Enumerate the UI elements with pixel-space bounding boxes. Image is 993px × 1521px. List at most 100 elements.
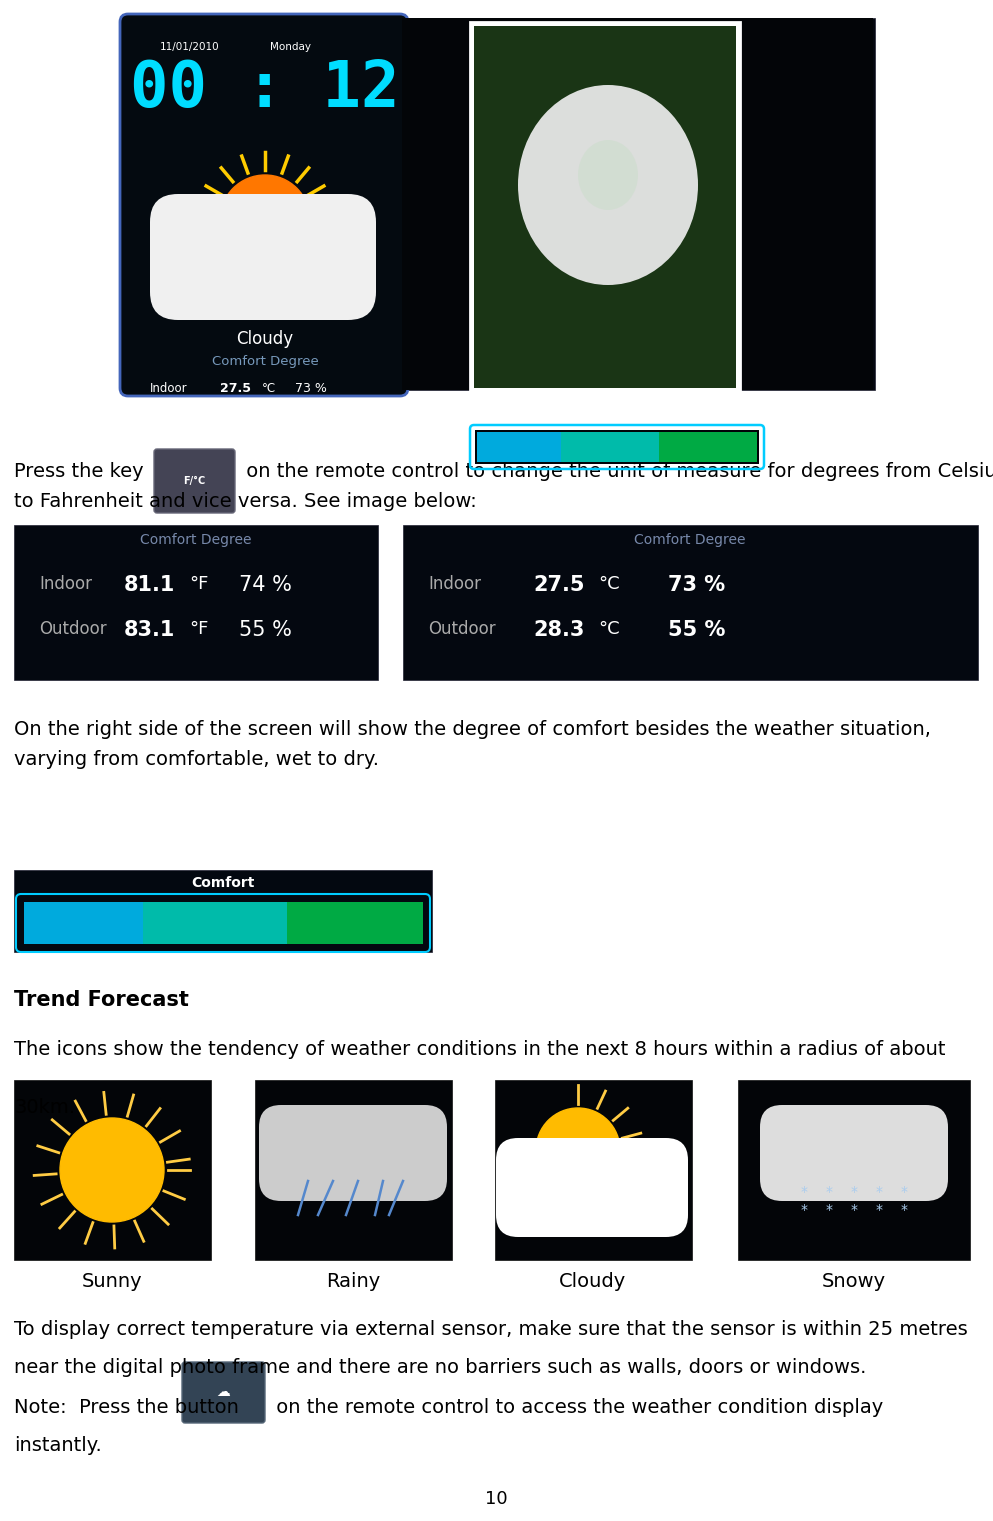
FancyBboxPatch shape: [496, 1138, 688, 1237]
Bar: [715, 432, 720, 462]
Text: 73 %: 73 %: [668, 575, 725, 595]
Text: on the remote control to change the unit of measure for degrees from Celsius: on the remote control to change the unit…: [240, 462, 993, 481]
Bar: [351, 902, 358, 945]
Text: *: *: [850, 1203, 858, 1217]
Text: °C: °C: [262, 402, 276, 415]
Bar: [271, 902, 279, 945]
Bar: [627, 432, 632, 462]
Bar: [223, 902, 231, 945]
Text: 30km.: 30km.: [14, 1098, 75, 1116]
Bar: [247, 902, 255, 945]
Bar: [255, 902, 263, 945]
Text: 28.3: 28.3: [220, 402, 251, 415]
Bar: [287, 902, 295, 945]
Bar: [649, 432, 654, 462]
Text: 55 %: 55 %: [239, 621, 292, 640]
Bar: [48, 902, 57, 945]
Bar: [743, 432, 748, 462]
Bar: [32, 902, 41, 945]
Text: Trend Forecast: Trend Forecast: [14, 990, 189, 1010]
Bar: [533, 432, 538, 462]
Bar: [135, 902, 144, 945]
Text: *: *: [800, 1203, 807, 1217]
Bar: [208, 902, 215, 945]
Bar: [192, 902, 200, 945]
Bar: [151, 902, 160, 945]
Bar: [547, 432, 552, 462]
Bar: [64, 902, 72, 945]
Bar: [739, 432, 744, 462]
Text: *: *: [850, 1185, 858, 1199]
Bar: [724, 432, 730, 462]
Text: Outdoor: Outdoor: [150, 402, 199, 415]
Bar: [406, 902, 414, 945]
Text: 11/01/2010: 11/01/2010: [160, 43, 219, 52]
Text: ☁: ☁: [216, 1386, 230, 1399]
Text: The icons show the tendency of weather conditions in the next 8 hours within a r: The icons show the tendency of weather c…: [14, 1040, 945, 1059]
Bar: [477, 432, 483, 462]
Bar: [263, 902, 271, 945]
Bar: [687, 432, 692, 462]
Bar: [738, 1080, 970, 1259]
Text: *: *: [825, 1203, 832, 1217]
Bar: [701, 432, 706, 462]
Text: 55 %: 55 %: [295, 402, 327, 415]
Bar: [482, 432, 487, 462]
Bar: [143, 902, 152, 945]
Text: to Fahrenheit and vice versa. See image below:: to Fahrenheit and vice versa. See image …: [14, 491, 477, 511]
Bar: [14, 870, 432, 952]
Text: F/°C: F/°C: [184, 476, 206, 487]
Bar: [255, 1080, 452, 1259]
Bar: [382, 902, 390, 945]
Text: Comfort: Comfort: [585, 415, 648, 429]
Bar: [56, 902, 65, 945]
Bar: [24, 902, 33, 945]
Bar: [753, 432, 758, 462]
Bar: [167, 902, 176, 945]
FancyBboxPatch shape: [150, 195, 376, 319]
Text: Indoor: Indoor: [428, 575, 481, 593]
Bar: [87, 902, 96, 945]
Bar: [556, 432, 561, 462]
Bar: [748, 432, 753, 462]
Bar: [613, 432, 618, 462]
Text: On the right side of the screen will show the degree of comfort besides the weat: On the right side of the screen will sho…: [14, 719, 930, 739]
Text: Comfort Degree: Comfort Degree: [212, 354, 319, 368]
Bar: [589, 432, 594, 462]
Bar: [495, 1080, 692, 1259]
Bar: [580, 432, 585, 462]
Text: Monday: Monday: [270, 43, 311, 52]
Text: 27.5: 27.5: [533, 575, 585, 595]
Bar: [599, 432, 604, 462]
Bar: [552, 432, 557, 462]
Bar: [111, 902, 120, 945]
FancyBboxPatch shape: [154, 449, 235, 513]
Text: varying from comfortable, wet to dry.: varying from comfortable, wet to dry.: [14, 750, 379, 770]
Bar: [475, 430, 759, 464]
Bar: [103, 902, 112, 945]
Bar: [79, 902, 88, 945]
Text: °C: °C: [598, 575, 620, 593]
Bar: [710, 432, 716, 462]
Bar: [663, 432, 669, 462]
Bar: [71, 902, 80, 945]
Text: 27.5: 27.5: [220, 382, 251, 395]
Text: °C: °C: [598, 621, 620, 637]
Bar: [734, 432, 739, 462]
Bar: [720, 432, 725, 462]
Text: Outdoor: Outdoor: [428, 621, 496, 637]
Text: Comfort: Comfort: [192, 876, 254, 890]
Bar: [119, 902, 128, 945]
Bar: [537, 432, 543, 462]
Bar: [575, 432, 580, 462]
Bar: [343, 902, 351, 945]
Bar: [231, 902, 239, 945]
Bar: [239, 902, 247, 945]
Bar: [677, 432, 683, 462]
Bar: [622, 432, 627, 462]
Bar: [659, 432, 664, 462]
Bar: [570, 432, 576, 462]
Bar: [414, 902, 422, 945]
Text: 83.1: 83.1: [124, 621, 176, 640]
FancyBboxPatch shape: [120, 14, 408, 395]
